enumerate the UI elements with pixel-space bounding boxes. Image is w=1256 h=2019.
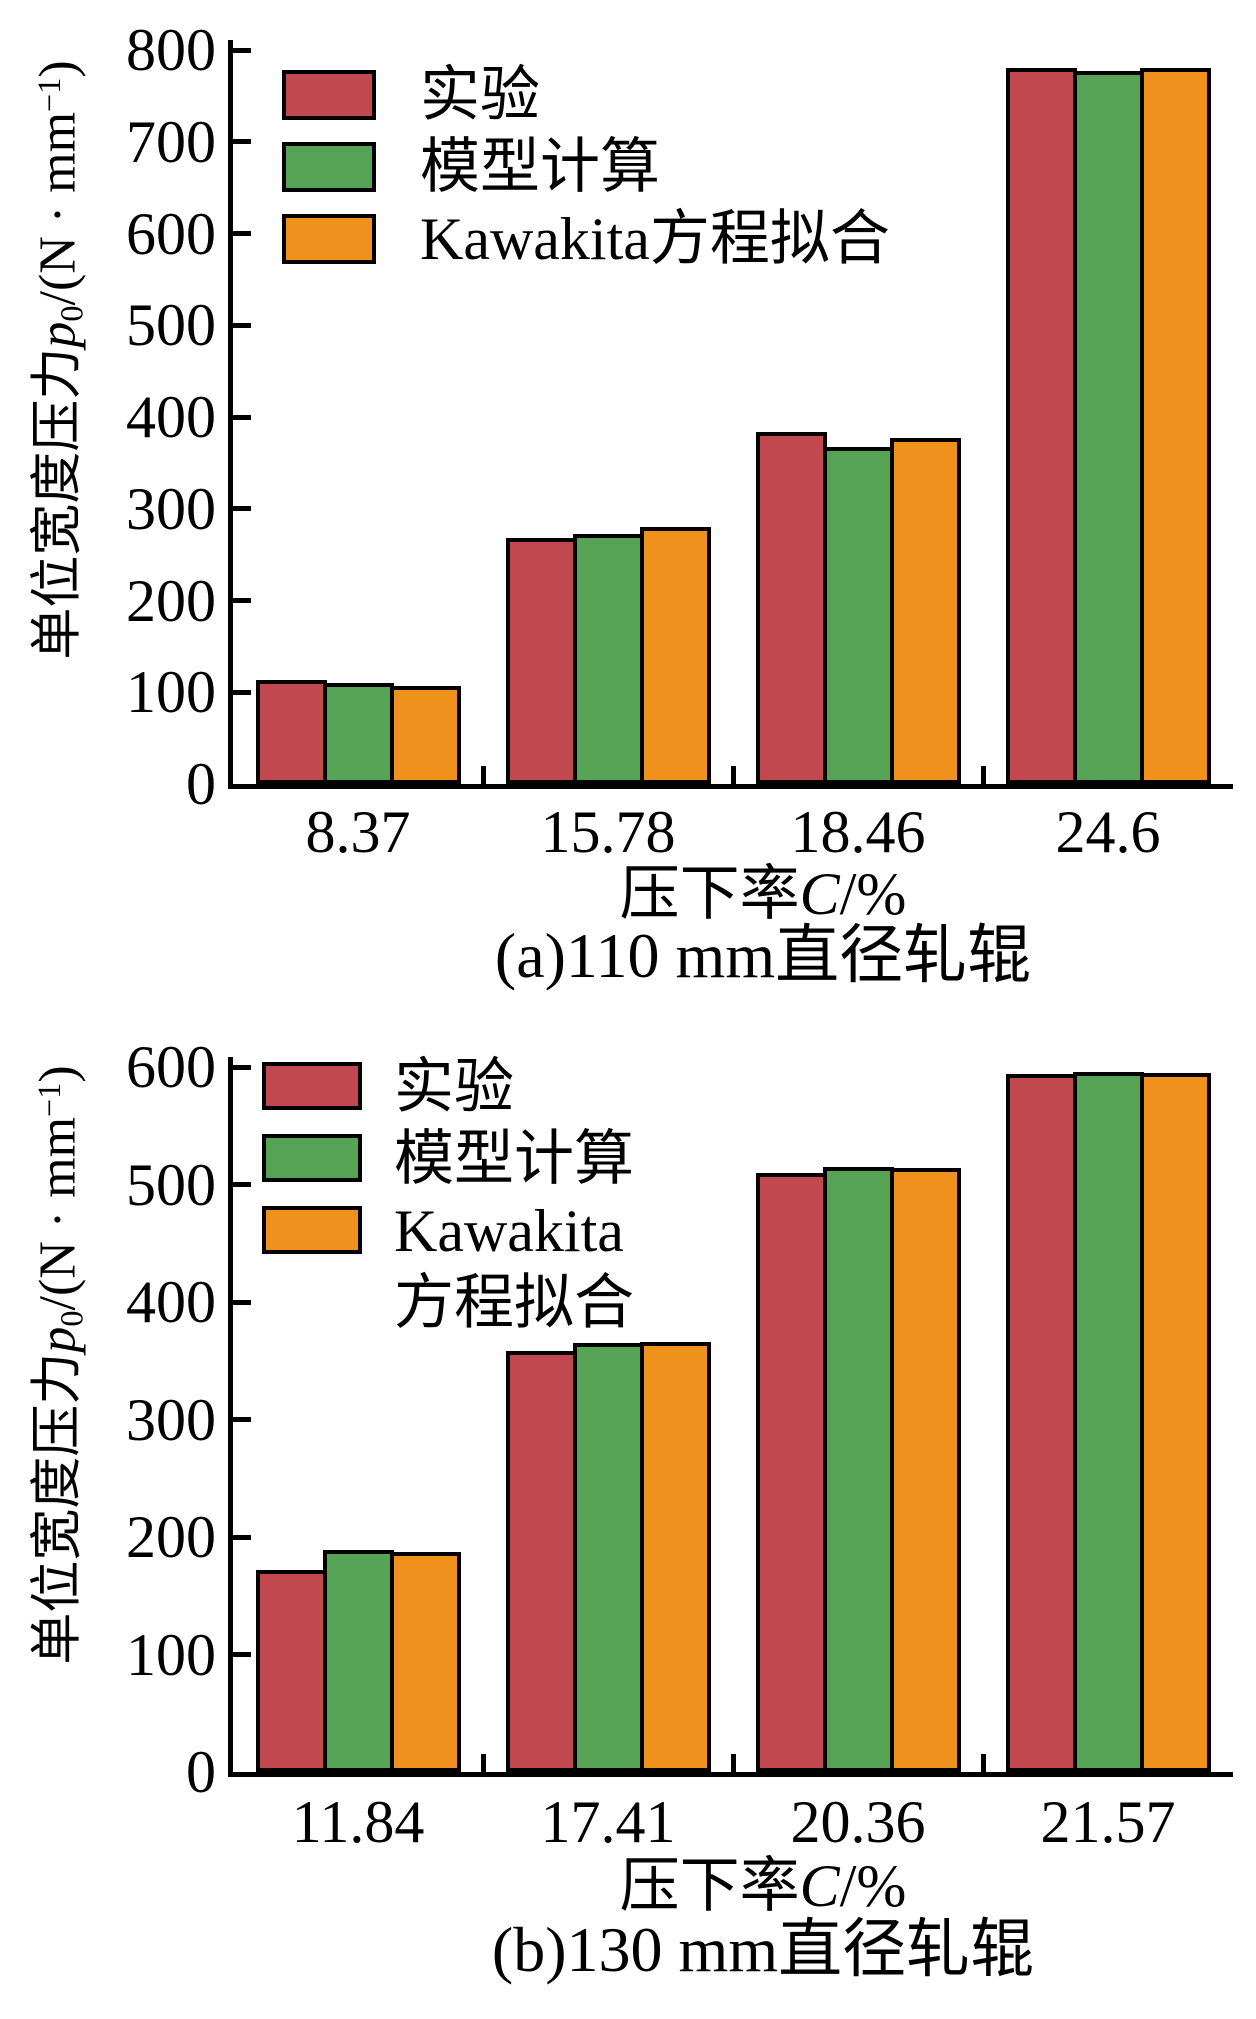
x-tick-label: 8.37 [305, 799, 411, 865]
y-tick-label: 300 [126, 475, 216, 542]
y-axis-spine [228, 40, 233, 789]
y-tick [233, 1534, 251, 1540]
y-tick [233, 322, 251, 328]
x-tick-label: 18.46 [790, 799, 926, 865]
bar-experiment-21.57 [1005, 1074, 1077, 1772]
x-tick-label: 17.41 [540, 1789, 676, 1855]
legend-label-line: 实验 [420, 62, 540, 128]
legend-swatch-kawakita [262, 1206, 362, 1254]
bar-experiment-18.46 [755, 431, 827, 784]
legend-label-model: 模型计算 [394, 1123, 634, 1195]
y-tick-label: 500 [126, 1151, 216, 1218]
x-axis-spine [228, 784, 1233, 789]
y-tick-label: 0 [186, 751, 216, 817]
x-tick [730, 1754, 736, 1772]
x-tick [980, 1754, 986, 1772]
bar-kawakita-21.57 [1139, 1072, 1211, 1772]
bar-experiment-15.78 [505, 538, 577, 784]
legend-swatch-kawakita [282, 214, 376, 264]
y-tick [233, 47, 251, 53]
bar-kawakita-17.41 [639, 1341, 711, 1772]
bar-experiment-8.37 [255, 680, 327, 784]
x-axis-label: 压下率C/% [619, 861, 907, 927]
y-axis-label: 单位宽度压力p0/(N · mm−1) [29, 60, 90, 660]
legend-swatch-experiment [262, 1062, 362, 1110]
legend-label-kawakita: Kawakita方程拟合 [420, 203, 890, 275]
x-tick [980, 766, 986, 784]
panel-b-caption: (b)130 mm直径轧辊 [491, 1914, 1035, 1985]
y-tick [233, 414, 251, 420]
y-tick-label: 100 [126, 1621, 216, 1688]
x-tick [480, 1754, 486, 1772]
bar-model-18.46 [822, 447, 894, 784]
y-tick-label: 200 [126, 567, 216, 634]
x-axis-spine [228, 1772, 1233, 1777]
legend-swatch-experiment [282, 70, 376, 120]
x-tick-label: 24.6 [1055, 799, 1161, 865]
y-tick-label: 500 [126, 292, 216, 359]
bar-kawakita-24.6 [1139, 68, 1211, 784]
legend-label-line: 实验 [394, 1054, 514, 1120]
y-tick-label: 0 [186, 1739, 216, 1805]
bar-model-11.84 [322, 1549, 394, 1772]
x-tick [730, 766, 736, 784]
y-tick-label: 600 [126, 200, 216, 267]
y-tick [233, 1064, 251, 1070]
x-tick-label: 11.84 [291, 1789, 425, 1855]
bar-kawakita-11.84 [389, 1552, 461, 1772]
legend-label-experiment: 实验 [394, 1051, 514, 1123]
y-tick-label: 300 [126, 1386, 216, 1453]
y-tick [233, 506, 251, 512]
bar-kawakita-8.37 [389, 685, 461, 784]
y-tick-label: 100 [126, 659, 216, 726]
bar-experiment-11.84 [255, 1569, 327, 1772]
y-axis-label: 单位宽度压力p0/(N · mm−1) [29, 1065, 90, 1665]
y-tick [233, 1299, 251, 1305]
y-tick [233, 689, 251, 695]
y-tick-label: 700 [126, 108, 216, 175]
legend-label-line: Kawakita [394, 1198, 624, 1264]
bar-experiment-24.6 [1005, 68, 1077, 784]
y-tick [233, 231, 251, 236]
bar-model-15.78 [572, 534, 644, 784]
bar-kawakita-18.46 [889, 438, 961, 784]
y-tick-label: 800 [126, 17, 216, 83]
legend-label-line: 方程拟合 [394, 1270, 634, 1336]
legend-label-experiment: 实验 [420, 59, 540, 131]
legend-label-line: 模型计算 [394, 1126, 634, 1192]
bar-model-8.37 [322, 683, 394, 784]
y-axis-spine [228, 1057, 233, 1777]
y-tick-label: 200 [126, 1504, 216, 1570]
legend-label-model: 模型计算 [420, 131, 660, 203]
y-tick-label: 400 [126, 1269, 216, 1335]
y-tick-label: 600 [126, 1034, 216, 1100]
y-tick [233, 1182, 251, 1187]
bar-model-17.41 [572, 1343, 644, 1772]
y-tick [233, 1417, 251, 1422]
panel-a-caption: (a)110 mm直径轧辊 [494, 920, 1032, 991]
legend-swatch-model [282, 142, 376, 192]
y-tick-label: 400 [126, 384, 216, 450]
x-tick-label: 15.78 [540, 799, 676, 865]
bar-experiment-17.41 [505, 1351, 577, 1772]
legend-label-line: Kawakita方程拟合 [420, 206, 890, 272]
x-tick [480, 766, 486, 784]
legend-swatch-model [262, 1134, 362, 1182]
x-axis-label: 压下率C/% [619, 1853, 907, 1919]
bar-model-20.36 [822, 1166, 894, 1772]
legend-label-line: 模型计算 [420, 134, 660, 200]
y-tick [233, 139, 251, 145]
bar-experiment-20.36 [755, 1172, 827, 1772]
bar-model-24.6 [1072, 71, 1144, 784]
y-tick [233, 1652, 251, 1657]
x-tick-label: 21.57 [1040, 1789, 1176, 1855]
y-tick [233, 598, 251, 603]
x-tick-label: 20.36 [790, 1789, 926, 1855]
bar-model-21.57 [1072, 1071, 1144, 1772]
bar-kawakita-15.78 [639, 527, 711, 784]
bar-kawakita-20.36 [889, 1168, 961, 1772]
